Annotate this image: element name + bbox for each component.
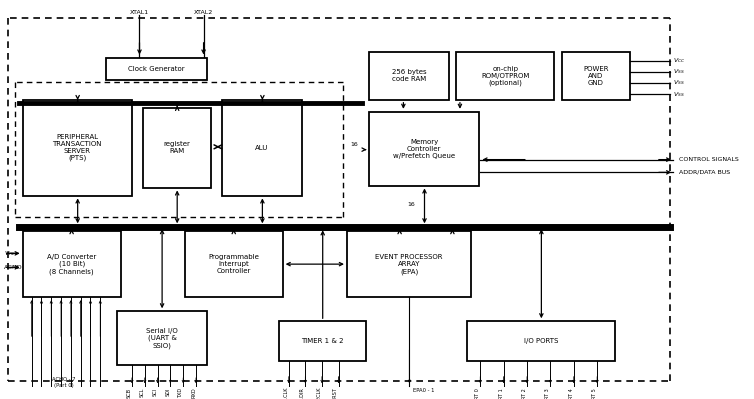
Text: T1DIR: T1DIR: [300, 388, 305, 399]
Text: AGND: AGND: [4, 265, 23, 270]
Bar: [467, 321, 615, 361]
Text: SCI: SCI: [152, 388, 158, 396]
Text: ACHO - 7
(Part 0): ACHO - 7 (Part 0): [52, 377, 76, 388]
Text: 256 bytes
code RAM: 256 bytes code RAM: [392, 69, 426, 82]
Text: register
RAM: register RAM: [164, 141, 191, 154]
Text: PORT 1: PORT 1: [498, 388, 504, 399]
Text: POWER
AND
GND: POWER AND GND: [583, 66, 608, 86]
Text: on-chip
ROM/OTPROM
(optional): on-chip ROM/OTPROM (optional): [481, 65, 529, 86]
Text: EVENT PROCESSOR
ARRAY
(EPA): EVENT PROCESSOR ARRAY (EPA): [375, 254, 443, 275]
Bar: [143, 108, 211, 188]
Text: RXD: RXD: [191, 388, 196, 399]
Text: 16: 16: [351, 142, 358, 147]
Text: A/D Converter
(10 Bit)
(8 Channels): A/D Converter (10 Bit) (8 Channels): [47, 254, 97, 275]
Text: ADDR/DATA BUS: ADDR/DATA BUS: [679, 170, 730, 175]
Text: PORT 5: PORT 5: [592, 388, 597, 399]
Bar: [369, 112, 479, 186]
Bar: [23, 231, 121, 297]
Text: $V_{SS}$: $V_{SS}$: [673, 67, 685, 76]
Text: 16: 16: [407, 202, 415, 207]
Text: TIMER 1 & 2: TIMER 1 & 2: [301, 338, 344, 344]
Bar: [106, 58, 207, 80]
Text: PERIPHERAL
TRANSACTION
SERVER
(PTS): PERIPHERAL TRANSACTION SERVER (PTS): [53, 134, 102, 161]
Text: $V_{SS}$: $V_{SS}$: [673, 90, 685, 99]
Bar: [369, 52, 449, 100]
Text: PORT 0: PORT 0: [475, 388, 480, 399]
Text: CONTROL SIGNALS: CONTROL SIGNALS: [679, 157, 738, 162]
Bar: [562, 52, 630, 100]
Text: T1CLK: T1CLK: [284, 388, 289, 399]
Text: PORT 2: PORT 2: [522, 388, 527, 399]
Text: ALU: ALU: [256, 144, 268, 151]
Text: $V_{REF}$: $V_{REF}$: [4, 249, 18, 258]
Text: Memory
Controller
w/Prefetch Queue: Memory Controller w/Prefetch Queue: [393, 138, 455, 159]
Bar: [23, 100, 132, 196]
Text: EPA0 - 1: EPA0 - 1: [413, 388, 434, 393]
Text: I/O PORTS: I/O PORTS: [524, 338, 558, 344]
Text: SCB: SCB: [127, 388, 132, 398]
Text: Serial I/O
(UART &
SSIO): Serial I/O (UART & SSIO): [146, 328, 178, 349]
Text: XTAL1: XTAL1: [130, 10, 149, 15]
Text: Programmable
Interrupt
Controller: Programmable Interrupt Controller: [208, 254, 259, 275]
Bar: [279, 321, 366, 361]
Bar: [222, 100, 302, 196]
Text: SCL: SCL: [139, 388, 145, 397]
Text: Clock Generator: Clock Generator: [128, 66, 185, 72]
Text: $V_{SS}$: $V_{SS}$: [673, 79, 685, 87]
Text: T2CLK: T2CLK: [317, 388, 322, 399]
Text: $V_{CC}$: $V_{CC}$: [673, 56, 685, 65]
Text: T2RST: T2RST: [333, 388, 339, 399]
Bar: [117, 311, 207, 365]
Text: SDI: SDI: [165, 388, 170, 396]
Text: XTAL2: XTAL2: [194, 10, 213, 15]
Bar: [185, 231, 283, 297]
Bar: [456, 52, 554, 100]
Text: TXD: TXD: [178, 388, 183, 398]
Text: PORT 3: PORT 3: [545, 388, 550, 399]
Bar: [347, 231, 471, 297]
Text: PORT 4: PORT 4: [569, 388, 574, 399]
